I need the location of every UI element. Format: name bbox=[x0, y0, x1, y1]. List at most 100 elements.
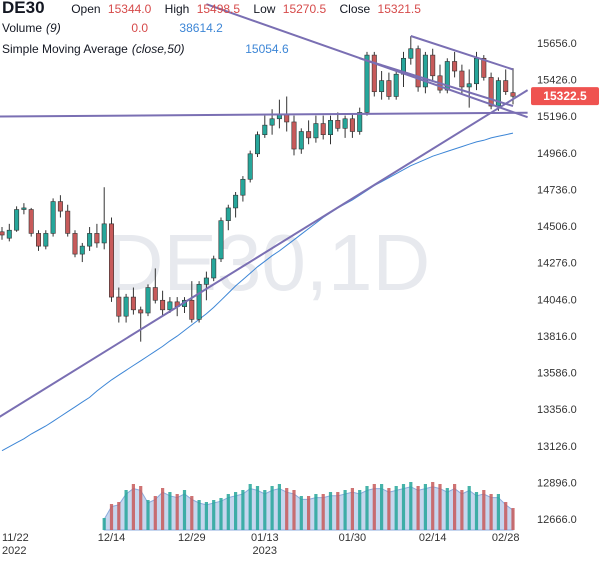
y-tick-label: 13816.0 bbox=[537, 331, 577, 343]
volume-bar bbox=[387, 488, 391, 530]
x-tick-label: 02/28 bbox=[492, 532, 520, 544]
sma-label[interactable]: Simple Moving Average bbox=[2, 42, 128, 56]
volume-bar bbox=[255, 486, 260, 530]
candle-body bbox=[452, 61, 458, 72]
open-label: Open bbox=[71, 2, 101, 16]
candle-body bbox=[35, 233, 41, 247]
candle-body bbox=[0, 231, 5, 236]
candle-body bbox=[473, 57, 479, 85]
volume-bar bbox=[328, 492, 333, 530]
candle-body bbox=[393, 73, 399, 97]
y-tick-label: 14966.0 bbox=[537, 148, 577, 160]
volume-bar bbox=[474, 492, 479, 530]
high-value: 15498.5 bbox=[196, 2, 241, 16]
candle-body bbox=[327, 120, 333, 135]
volume-bar bbox=[467, 486, 471, 530]
candle-body bbox=[87, 233, 93, 247]
volume-bar bbox=[168, 492, 172, 530]
candle-body bbox=[101, 223, 107, 244]
y-axis: 12666.0 12896.0 13126.0 13356.0 13586.0 13816… bbox=[529, 0, 599, 557]
candle-body bbox=[72, 233, 78, 255]
volume-bar bbox=[197, 500, 201, 530]
volume-bar bbox=[482, 490, 486, 530]
volume-bar bbox=[343, 490, 347, 530]
candle-body bbox=[21, 207, 27, 210]
volume-bar bbox=[431, 482, 435, 530]
candle-body bbox=[262, 124, 268, 135]
volume-bar bbox=[248, 484, 252, 530]
volume-bar bbox=[153, 496, 157, 530]
volume-bar bbox=[182, 490, 187, 530]
candle-body bbox=[357, 112, 363, 132]
close-label: Close bbox=[339, 2, 371, 16]
candle-body bbox=[255, 134, 261, 155]
candle-body bbox=[510, 92, 516, 97]
candle-body bbox=[298, 131, 304, 150]
x-tick-label: 12/14 bbox=[98, 532, 126, 544]
volume-pane bbox=[102, 482, 515, 531]
candle-body bbox=[130, 296, 136, 311]
candle-body bbox=[269, 118, 275, 126]
trendline-channel-lower bbox=[359, 57, 514, 107]
volume-bar bbox=[277, 484, 281, 530]
volume-bar bbox=[445, 488, 449, 530]
candle-body bbox=[94, 233, 100, 244]
open-value: 15344.0 bbox=[107, 2, 152, 16]
x-tick-label: 02/14 bbox=[419, 532, 447, 544]
candle-body bbox=[503, 80, 509, 93]
volume-param: (9) bbox=[46, 21, 61, 35]
candle-body bbox=[160, 299, 166, 311]
volume-bar bbox=[226, 494, 230, 530]
candle-body bbox=[138, 309, 144, 314]
candle-body bbox=[211, 258, 217, 279]
price-tag-background bbox=[531, 87, 599, 106]
candle-body bbox=[6, 229, 12, 239]
volume-bar bbox=[139, 486, 143, 530]
volume-value-2: 38614.2 bbox=[179, 21, 223, 35]
symbol-watermark: DE30,1D bbox=[106, 218, 431, 307]
candle-body bbox=[50, 201, 56, 234]
trendline-horizontal-support bbox=[0, 111, 528, 118]
symbol-name[interactable]: DE30 bbox=[2, 0, 45, 17]
volume-bar bbox=[438, 484, 442, 530]
volume-bar bbox=[460, 490, 464, 530]
x-tick-label: 11/22 bbox=[2, 532, 29, 544]
candle-body bbox=[466, 83, 472, 88]
y-tick-label: 15426.0 bbox=[537, 75, 577, 87]
candle-body bbox=[386, 80, 392, 97]
current-price-tag: 15322.5 bbox=[531, 87, 599, 106]
y-tick-label: 12896.0 bbox=[537, 477, 577, 489]
trendlines-layer bbox=[0, 3, 529, 418]
volume-bar bbox=[161, 488, 165, 530]
candle-body bbox=[422, 54, 428, 88]
candle-body bbox=[109, 223, 115, 298]
candle-body bbox=[123, 296, 129, 317]
volume-bar bbox=[212, 500, 216, 530]
volume-bar bbox=[365, 486, 369, 530]
sma-value: 15054.6 bbox=[245, 42, 289, 56]
volume-bar bbox=[314, 494, 318, 530]
volume-bar bbox=[496, 494, 500, 530]
volume-bar bbox=[292, 490, 296, 530]
candle-body bbox=[342, 118, 348, 129]
candle-body bbox=[225, 207, 231, 221]
volume-label[interactable]: Volume bbox=[2, 21, 43, 35]
volume-bar bbox=[321, 494, 325, 530]
volume-bar bbox=[204, 502, 208, 530]
candle-body bbox=[240, 178, 246, 196]
volume-bar bbox=[190, 496, 194, 530]
sma-line bbox=[1, 132, 514, 452]
candle-body bbox=[196, 284, 202, 320]
y-tick-label: 15196.0 bbox=[537, 111, 577, 123]
volume-bar bbox=[109, 504, 114, 530]
volume-bar bbox=[394, 486, 398, 530]
candle-body bbox=[306, 131, 312, 139]
high-label: High bbox=[164, 2, 190, 16]
y-tick-label: 14276.0 bbox=[537, 258, 577, 270]
candle-body bbox=[43, 233, 49, 247]
candle-body bbox=[371, 54, 377, 93]
candle-body bbox=[14, 209, 20, 231]
candle-body bbox=[488, 77, 494, 107]
